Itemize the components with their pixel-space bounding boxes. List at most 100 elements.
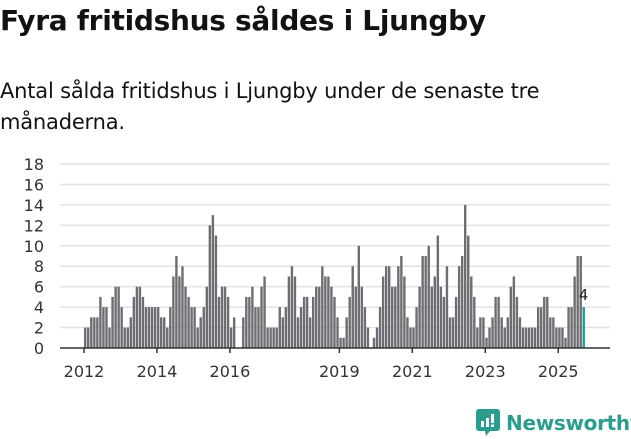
chart-subtitle: Antal sålda fritidshus i Ljungby under d… bbox=[0, 79, 540, 134]
bar bbox=[278, 307, 281, 348]
y-tick-label: 2 bbox=[34, 319, 44, 338]
bar bbox=[433, 276, 436, 348]
bar bbox=[515, 296, 519, 348]
y-tick-label: 12 bbox=[24, 216, 44, 235]
newsworthy-logo[interactable]: Newsworthy bbox=[476, 409, 631, 437]
bar bbox=[160, 317, 163, 348]
y-tick-label: 6 bbox=[34, 278, 44, 297]
bar bbox=[117, 286, 120, 348]
bar bbox=[226, 296, 230, 348]
bar bbox=[415, 307, 418, 348]
bar bbox=[494, 296, 497, 348]
bar bbox=[540, 307, 543, 348]
y-tick-label: 14 bbox=[24, 196, 44, 215]
bar bbox=[305, 296, 309, 348]
bar bbox=[260, 286, 263, 348]
bar bbox=[302, 296, 306, 348]
bar bbox=[178, 276, 181, 348]
bar bbox=[530, 327, 534, 348]
bar bbox=[403, 276, 406, 348]
bar bbox=[324, 276, 327, 348]
bar bbox=[503, 327, 506, 348]
bar bbox=[166, 327, 169, 348]
bar bbox=[448, 317, 452, 348]
bar bbox=[126, 327, 129, 348]
bar bbox=[555, 327, 558, 348]
bar bbox=[363, 307, 367, 348]
y-tick-label: 0 bbox=[34, 339, 44, 358]
bar bbox=[512, 276, 516, 348]
chart-title: Fyra fritidshus såldes i Ljungby bbox=[0, 4, 486, 37]
bar bbox=[567, 307, 570, 348]
bar bbox=[196, 327, 199, 348]
bar bbox=[524, 327, 528, 348]
bar bbox=[427, 245, 430, 348]
y-tick-label: 4 bbox=[34, 298, 44, 317]
bar bbox=[582, 307, 585, 348]
bar bbox=[388, 266, 391, 348]
bar bbox=[576, 256, 579, 348]
bar bbox=[336, 317, 339, 348]
bar bbox=[96, 317, 99, 348]
bar bbox=[308, 317, 312, 348]
bar bbox=[290, 266, 294, 348]
bar bbox=[491, 317, 494, 348]
bar bbox=[99, 296, 102, 348]
bar bbox=[299, 307, 303, 348]
bar bbox=[345, 317, 348, 348]
bar bbox=[251, 286, 254, 348]
bar bbox=[105, 307, 108, 348]
bar bbox=[321, 266, 324, 348]
bar bbox=[482, 317, 485, 348]
bar bbox=[561, 327, 564, 348]
bar bbox=[84, 327, 87, 348]
bar bbox=[476, 327, 479, 348]
bar bbox=[248, 296, 251, 348]
bar bbox=[579, 256, 582, 348]
x-tick-label: 2025 bbox=[538, 362, 579, 381]
bar bbox=[397, 266, 400, 348]
bar bbox=[521, 327, 525, 348]
bar bbox=[150, 307, 154, 348]
bar bbox=[412, 327, 415, 348]
bar bbox=[296, 317, 300, 348]
bar bbox=[354, 286, 357, 348]
bar bbox=[144, 307, 148, 348]
bar bbox=[272, 327, 275, 348]
bar bbox=[430, 286, 433, 348]
bar bbox=[342, 337, 345, 348]
bar bbox=[454, 296, 458, 348]
bar bbox=[208, 225, 212, 348]
bar bbox=[132, 296, 136, 348]
bar bbox=[93, 317, 96, 348]
bar bbox=[470, 276, 473, 348]
bar bbox=[199, 317, 202, 348]
bar bbox=[372, 337, 376, 348]
bar bbox=[87, 327, 90, 348]
bar bbox=[211, 215, 215, 348]
bar bbox=[381, 276, 385, 348]
bar bbox=[318, 286, 321, 348]
bar bbox=[275, 327, 278, 348]
bar bbox=[169, 307, 172, 348]
bar bbox=[242, 317, 245, 348]
bar bbox=[424, 256, 427, 348]
bar bbox=[102, 307, 105, 348]
bar bbox=[123, 327, 126, 348]
last-value-annotation: 4 bbox=[579, 286, 589, 304]
bar bbox=[536, 307, 540, 348]
bar bbox=[473, 296, 476, 348]
x-tick-label: 2014 bbox=[137, 362, 178, 381]
bar bbox=[141, 296, 145, 348]
bar bbox=[485, 337, 488, 348]
y-tick-label: 10 bbox=[24, 237, 44, 256]
bar bbox=[552, 317, 555, 348]
bar bbox=[315, 286, 318, 348]
bar bbox=[156, 307, 160, 348]
bar bbox=[500, 317, 503, 348]
bar bbox=[193, 307, 196, 348]
bar bbox=[384, 266, 388, 348]
x-tick-label: 2023 bbox=[465, 362, 506, 381]
bar bbox=[467, 235, 470, 348]
